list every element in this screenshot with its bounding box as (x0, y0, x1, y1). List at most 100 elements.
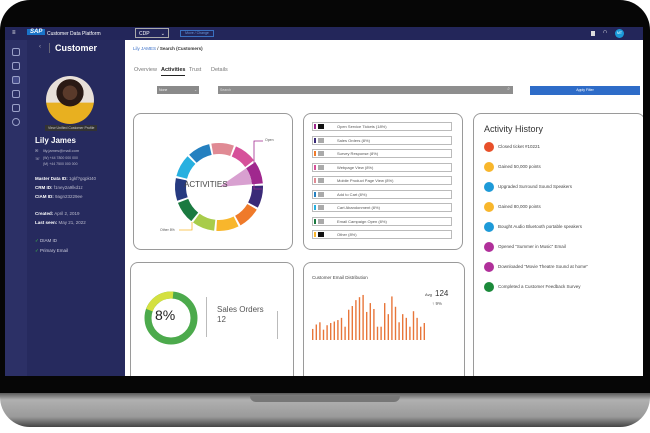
legend-color (314, 124, 316, 129)
email-dist-bar (315, 324, 317, 340)
tab-overview[interactable]: Overview (134, 67, 157, 73)
share-icon[interactable] (12, 104, 20, 112)
search-input[interactable]: Search ⌕ (218, 86, 513, 94)
legend-item[interactable]: Survey Response (8%) (312, 149, 452, 158)
user-avatar[interactable]: MT (615, 29, 624, 38)
email-dist-bar (412, 311, 415, 340)
email-dist-bar (366, 311, 368, 340)
email-dist-bar (348, 309, 350, 340)
email-dist-bar (340, 317, 343, 340)
email-dist-bar (351, 306, 353, 340)
legend-color (314, 164, 316, 170)
customer-phone-2: (M) +44 7500 000 000 (43, 162, 78, 166)
email-dist-bar (416, 317, 418, 340)
donut-segment[interactable] (216, 216, 239, 231)
history-item[interactable]: Upgraded Surround Sound Speakers (484, 182, 572, 192)
headset-icon[interactable]: ∩ (603, 29, 608, 35)
donut-center-label: ACTIVITIES (184, 180, 228, 189)
back-button[interactable]: ‹ (39, 44, 41, 50)
legend-swatch (318, 191, 324, 197)
legend-color (314, 191, 316, 197)
email-dist-bar (405, 317, 407, 340)
history-item[interactable]: Gained 50,000 points (484, 162, 541, 172)
email-dist-bar (373, 308, 375, 340)
check-icon: ✓ (35, 238, 39, 243)
legend-item[interactable]: Cart Abandonment (8%) (312, 203, 452, 212)
avg-label: Avg (425, 292, 432, 297)
laptop-notch (250, 396, 400, 402)
legend-item[interactable]: Other (8%) (312, 230, 452, 239)
legend-item[interactable]: Webpage View (8%) (312, 162, 452, 172)
email-dist-title: Customer Email Distribution (312, 275, 368, 280)
email-dist-bar (376, 326, 379, 340)
legend-color (314, 151, 316, 156)
donut-segment[interactable] (177, 198, 199, 222)
tab-activities[interactable]: Activities (161, 67, 186, 76)
sidebar: ‹ Customer View Unified Customer Profile… (5, 40, 125, 376)
email-dist-bar (387, 314, 389, 340)
tab-details[interactable]: Details (211, 67, 228, 73)
customer-phone-1: (W) +44 7800 000 000 (43, 156, 78, 160)
database-icon[interactable] (12, 90, 20, 98)
sap-logo: SAP (27, 29, 46, 35)
unified-profile-badge[interactable]: View Unified Customer Profile (45, 125, 98, 131)
email-dist-bar (337, 320, 339, 340)
customer-icon[interactable] (12, 76, 20, 84)
email-dist-bar (333, 321, 335, 340)
email-dist-bar (394, 306, 397, 340)
donut-segment[interactable] (175, 178, 188, 201)
history-item[interactable]: Closed ticket #10221 (484, 142, 540, 152)
search-icon: ⌕ (507, 86, 510, 92)
apply-filter-button[interactable]: Apply Filter (530, 86, 640, 95)
legend-swatch (318, 164, 324, 170)
activity-icon (484, 162, 494, 172)
donut-segment[interactable] (211, 143, 234, 156)
activity-icon (484, 142, 494, 152)
email-dist-bar (344, 326, 346, 340)
tab-trust[interactable]: Trust (189, 67, 202, 73)
legend-color (314, 205, 316, 210)
legend-item[interactable]: Open Service Tickets (18%) (312, 122, 452, 131)
legend-item[interactable]: Add to Cart (8%) (312, 189, 452, 199)
sales-count: 12 (217, 315, 226, 324)
donut-segment[interactable] (176, 156, 196, 179)
history-item[interactable]: Completed a Customer Feedback Survey (484, 282, 581, 292)
home-icon[interactable] (12, 48, 20, 56)
menu-icon[interactable]: ≡ (12, 30, 16, 36)
email-dist-bar (326, 325, 328, 340)
callout-line (253, 140, 263, 190)
activity-icon (484, 182, 494, 192)
donut-segment[interactable] (235, 203, 257, 226)
sales-percent: 8% (155, 307, 176, 323)
donut-segment[interactable] (189, 144, 212, 163)
email-dist-bar (391, 296, 393, 340)
chevron-down-icon: ⌄ (160, 31, 165, 37)
filter-select[interactable]: None ⌄ (157, 86, 199, 94)
email-dist-bar (358, 297, 361, 340)
history-item[interactable]: Opened "Summer in Music" Email (484, 242, 566, 252)
history-item[interactable]: Bought Audio Bluetooth portable speakers (484, 222, 582, 232)
donut-segment[interactable] (231, 146, 254, 167)
callout-open: Open (265, 138, 274, 142)
document-icon[interactable] (591, 31, 595, 36)
donut-segment[interactable] (246, 162, 263, 185)
legend-item[interactable]: Mobile Product Page View (8%) (312, 176, 452, 185)
donut-segment[interactable] (248, 185, 263, 208)
activity-icon (484, 242, 494, 252)
legend-color (314, 218, 316, 224)
callout-other: Other 8% (160, 228, 175, 232)
env-select[interactable]: CDP ⌄ (135, 28, 169, 38)
legend-swatch (318, 218, 324, 224)
customer-photo (46, 76, 94, 124)
history-item[interactable]: Gained 80,000 points (484, 202, 541, 212)
legend-item[interactable]: Sales Orders (8%) (312, 135, 452, 145)
history-item[interactable]: Downloaded "Movie Theatre Sound at home" (484, 262, 588, 272)
globe-icon[interactable] (12, 118, 20, 126)
donut-segment[interactable] (193, 213, 216, 231)
env-button[interactable]: Move / Change (180, 30, 214, 37)
sales-orders-card: 8% Sales Orders 12 (130, 262, 294, 376)
donut-highlight-wedge (219, 168, 252, 187)
settings-icon[interactable] (12, 62, 20, 70)
legend-item[interactable]: Email Campaign Open (8%) (312, 216, 452, 226)
email-dist-bar (380, 326, 382, 340)
